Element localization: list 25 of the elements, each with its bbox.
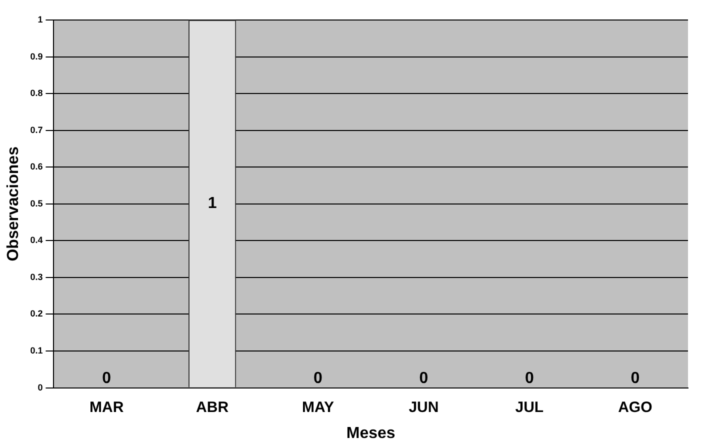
- y-tick-label: 0.8: [30, 88, 43, 98]
- x-tick-label: MAR: [89, 398, 124, 416]
- y-tick-label: 1: [38, 14, 43, 24]
- y-tick-label: 0.1: [30, 346, 43, 356]
- y-tick-label: 0: [38, 382, 43, 392]
- x-tick-label: AGO: [618, 398, 653, 416]
- x-tick-label: JUN: [408, 398, 439, 416]
- y-tick-label: 0.9: [30, 51, 43, 62]
- x-axis-title: Meses: [346, 424, 396, 442]
- data-label: 0: [102, 370, 112, 388]
- data-label: 0: [630, 370, 640, 388]
- y-tick-label: 0.2: [30, 308, 43, 319]
- y-tick-label: 0.6: [30, 162, 43, 172]
- x-tick-label: MAY: [302, 398, 334, 416]
- y-axis-title: Observaciones: [5, 146, 22, 262]
- y-tick-label: 0.7: [30, 124, 43, 135]
- x-tick-label: JUL: [515, 398, 544, 416]
- y-tick-label: 0.5: [30, 198, 43, 208]
- data-label: 0: [314, 370, 323, 388]
- x-tick-label: ABR: [196, 398, 229, 416]
- data-label: 1: [208, 195, 217, 212]
- y-tick-label: 0.4: [30, 235, 43, 246]
- y-tick-label: 0.3: [30, 272, 43, 282]
- data-label: 0: [419, 370, 428, 388]
- data-label: 0: [524, 370, 534, 388]
